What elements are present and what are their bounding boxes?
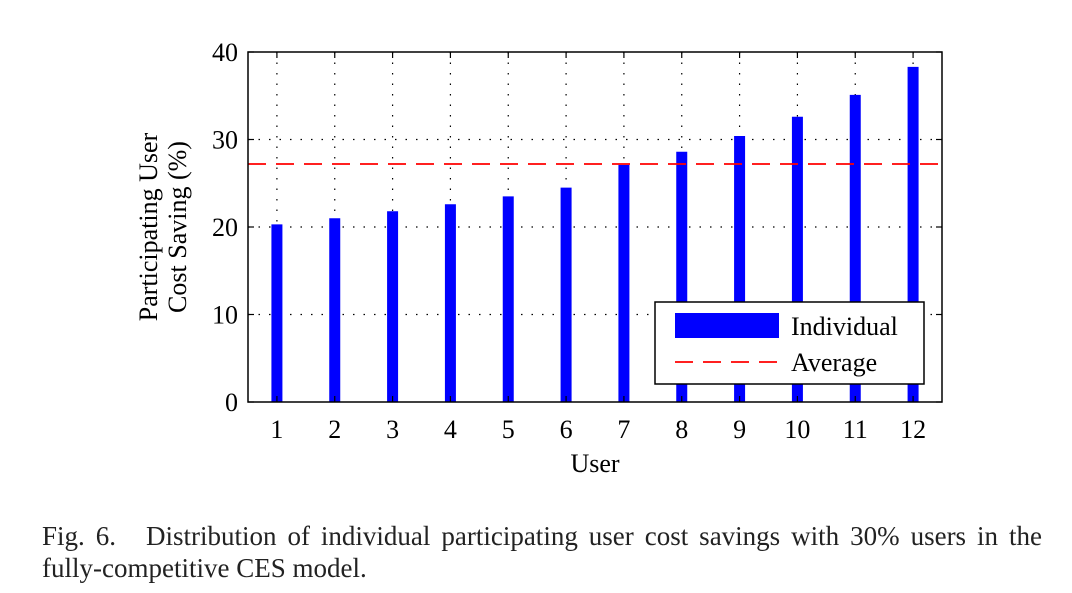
bar bbox=[676, 151, 688, 402]
y-tick-label: 0 bbox=[225, 388, 238, 417]
y-axis-label: Participating User Cost Saving (%) bbox=[134, 132, 192, 321]
y-tick-label: 40 bbox=[212, 38, 238, 67]
figure-caption-text: Distribution of individual participating… bbox=[42, 521, 1042, 583]
y-axis-label-line-1: Participating User bbox=[134, 132, 163, 321]
figure-label: Fig. 6. bbox=[42, 521, 116, 551]
bar bbox=[271, 224, 283, 402]
bar bbox=[791, 116, 803, 402]
bar bbox=[329, 218, 341, 402]
y-tick-label: 30 bbox=[212, 126, 238, 155]
x-tick-label: 2 bbox=[328, 415, 341, 444]
x-tick-label: 5 bbox=[502, 415, 515, 444]
bar bbox=[387, 211, 399, 402]
bar bbox=[502, 196, 514, 402]
legend-label-average: Average bbox=[791, 348, 877, 377]
x-tick-label: 9 bbox=[733, 415, 746, 444]
legend-label-individual: Individual bbox=[791, 312, 898, 341]
x-tick-label: 11 bbox=[843, 415, 868, 444]
legend: Individual Average bbox=[654, 301, 925, 385]
y-tick-label: 10 bbox=[212, 301, 238, 330]
bar bbox=[444, 204, 456, 402]
y-tick-label: 20 bbox=[212, 213, 238, 242]
x-tick-label: 6 bbox=[560, 415, 573, 444]
bars-layer bbox=[271, 66, 919, 402]
x-axis-label: User bbox=[570, 449, 619, 478]
legend-swatch-individual bbox=[675, 313, 779, 338]
x-tick-label: 4 bbox=[444, 415, 457, 444]
bar bbox=[560, 187, 572, 402]
x-tick-label: 10 bbox=[784, 415, 810, 444]
x-tick-label: 12 bbox=[900, 415, 926, 444]
y-axis-label-line-2: Cost Saving (%) bbox=[163, 141, 192, 313]
bar bbox=[734, 136, 746, 402]
bar bbox=[618, 164, 630, 402]
figure-caption: Fig. 6. Distribution of individual partic… bbox=[42, 520, 1042, 584]
x-tick-label: 3 bbox=[386, 415, 399, 444]
bar bbox=[907, 66, 919, 402]
bar bbox=[849, 94, 861, 402]
x-tick-label: 8 bbox=[675, 415, 688, 444]
x-tick-label: 7 bbox=[617, 415, 630, 444]
x-tick-label: 1 bbox=[270, 415, 283, 444]
